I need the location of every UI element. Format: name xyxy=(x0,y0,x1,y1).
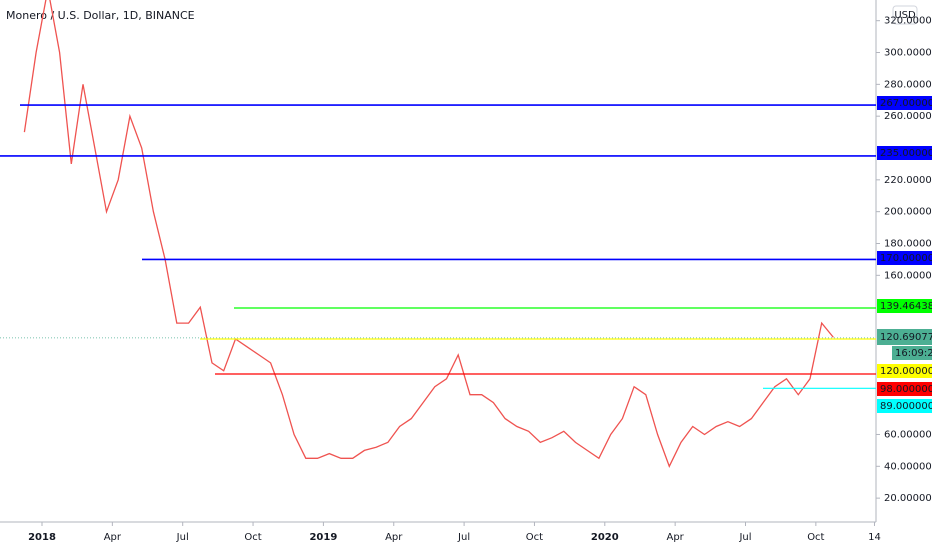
y-tick-label: 280.000000 xyxy=(884,79,932,90)
level-label-box xyxy=(877,299,932,313)
x-tick-label: Apr xyxy=(666,532,684,543)
level-label: 235.000000 xyxy=(880,148,932,159)
level-label-box xyxy=(877,251,932,265)
y-tick-label: 300.000000 xyxy=(884,48,932,59)
level-label-box xyxy=(877,399,932,413)
level-label: 170.000000 xyxy=(880,253,932,264)
x-tick-label: Apr xyxy=(385,532,403,543)
countdown-label: 16:09:29 xyxy=(895,348,932,359)
x-tick-label: Oct xyxy=(244,532,261,543)
level-label: 98.000000 xyxy=(880,384,932,395)
countdown-box xyxy=(892,346,932,360)
y-tick-label: 60.000000 xyxy=(884,429,932,440)
y-tick-label: 160.000000 xyxy=(884,270,932,281)
x-tick-label: Jul xyxy=(176,532,189,543)
x-tick-label: Apr xyxy=(104,532,122,543)
y-tick-label: 200.000000 xyxy=(884,207,932,218)
x-tick-label: Oct xyxy=(807,532,824,543)
level-label: 139.464388 xyxy=(880,301,932,312)
x-tick-label: 14 xyxy=(868,532,881,543)
y-tick-label: 320.000000 xyxy=(884,16,932,27)
currency-button[interactable] xyxy=(892,5,918,25)
level-label-box xyxy=(877,146,932,160)
x-tick-label: Jul xyxy=(738,532,751,543)
last-price-label: 120.690775 xyxy=(880,332,932,343)
x-tick-label: 2020 xyxy=(591,532,619,543)
level-label: 120.000000 xyxy=(880,366,932,377)
chart-title: Monero / U.S. Dollar, 1D, BINANCE xyxy=(6,9,195,22)
level-label-box xyxy=(877,364,932,378)
level-label-box xyxy=(877,382,932,396)
currency-label[interactable]: USD xyxy=(894,10,916,21)
y-tick-label: 180.000000 xyxy=(884,238,932,249)
y-tick-label: 20.000000 xyxy=(884,493,932,504)
y-tick-label: 260.000000 xyxy=(884,111,932,122)
price-line xyxy=(23,0,834,468)
x-tick-label: 2019 xyxy=(309,532,337,543)
x-tick-label: Oct xyxy=(526,532,543,543)
x-tick-label: 2018 xyxy=(28,532,56,543)
level-label: 89.000000 xyxy=(880,401,932,412)
last-price-box xyxy=(877,329,932,345)
x-tick-label: Jul xyxy=(457,532,470,543)
level-label-box xyxy=(877,96,932,110)
level-label: 267.000000 xyxy=(880,98,932,109)
y-tick-label: 40.000000 xyxy=(884,461,932,472)
y-tick-label: 220.000000 xyxy=(884,175,932,186)
